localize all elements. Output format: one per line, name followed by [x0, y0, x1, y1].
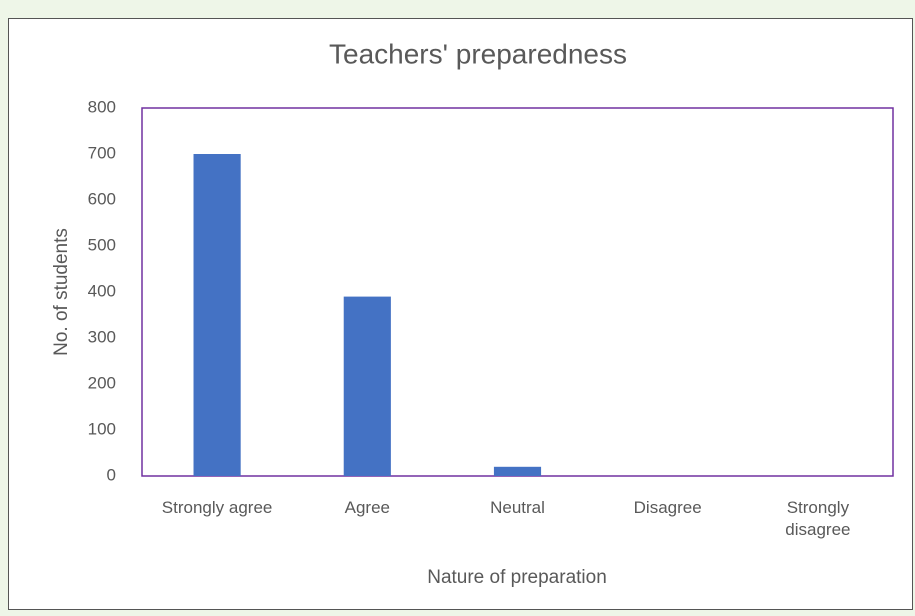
y-tick-label: 100 [88, 419, 116, 438]
y-axis-label: No. of students [51, 228, 72, 356]
y-tick-label: 700 [88, 143, 116, 162]
bar [193, 154, 241, 476]
chart-frame [8, 18, 913, 610]
y-tick-label: 400 [88, 281, 116, 300]
bar [343, 296, 391, 476]
y-tick-label: 600 [88, 189, 116, 208]
chart-title: Teachers' preparedness [329, 38, 627, 69]
x-tick-label: Agree [344, 498, 390, 517]
x-axis-label: Nature of preparation [427, 567, 607, 588]
bar [493, 466, 542, 476]
x-tick-label: Disagree [633, 498, 702, 517]
y-tick-label: 800 [88, 97, 116, 116]
x-tick-label: Strongly agree [161, 498, 273, 517]
y-tick-label: 300 [88, 327, 116, 346]
plot-area [141, 107, 894, 477]
x-tick-label: Strongly disagree [785, 498, 851, 539]
y-tick-label: 500 [88, 235, 116, 254]
y-tick-label: 0 [107, 465, 116, 484]
x-tick-label: Neutral [490, 498, 545, 517]
y-tick-label: 200 [88, 373, 116, 392]
